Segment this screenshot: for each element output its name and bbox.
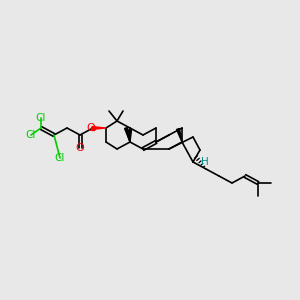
Polygon shape — [128, 130, 131, 142]
Text: O: O — [87, 123, 95, 133]
Text: O: O — [76, 143, 84, 153]
Polygon shape — [93, 127, 106, 129]
Text: H: H — [201, 157, 209, 167]
Polygon shape — [124, 128, 130, 142]
Text: Cl: Cl — [55, 153, 65, 163]
Text: Cl: Cl — [26, 130, 36, 140]
Text: Cl: Cl — [36, 113, 46, 123]
Polygon shape — [177, 129, 182, 142]
